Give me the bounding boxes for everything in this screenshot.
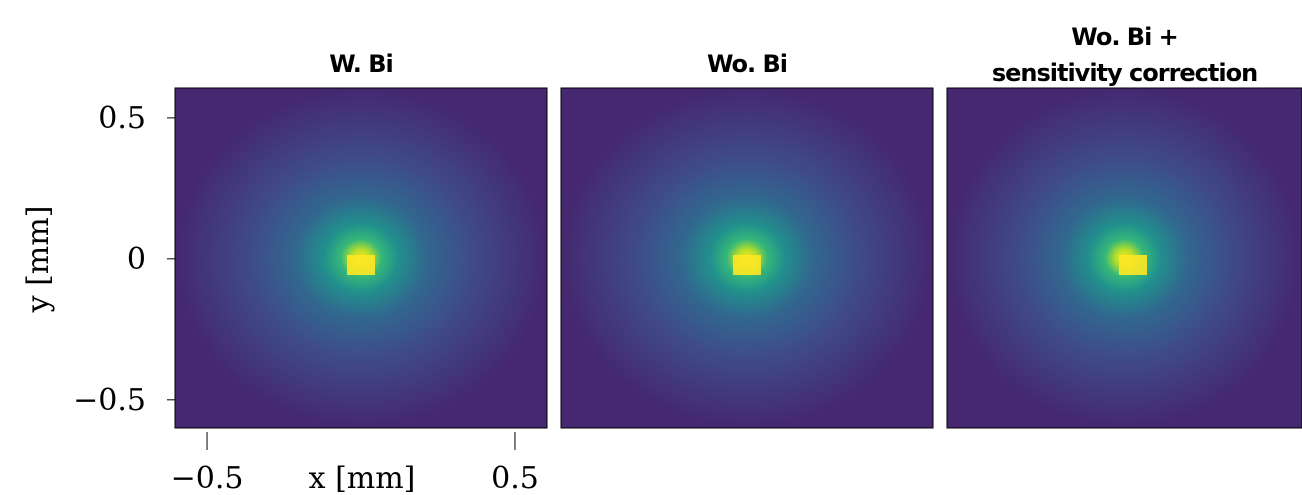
panel-frame — [560, 87, 934, 429]
y-tick-label: 0 — [127, 242, 146, 277]
heatmap-core — [347, 255, 375, 275]
x-axis-label: x [mm] — [309, 461, 416, 495]
panel-frame — [174, 87, 548, 429]
y-tick-label: 0.5 — [98, 101, 146, 136]
panel-title: Wo. Bi — [707, 50, 787, 78]
x-tick-label: −0.5 — [171, 461, 244, 495]
panel-title: Wo. Bi + — [1071, 23, 1178, 51]
heatmap-core — [733, 255, 761, 275]
y-axis-label: y [mm] — [21, 206, 56, 314]
panel-frame — [946, 87, 1302, 429]
y-tick-label: −0.5 — [73, 383, 146, 418]
x-tick-label: 0.5 — [491, 461, 539, 495]
panel-title: sensitivity correction — [992, 59, 1257, 87]
heatmap-core — [1119, 255, 1147, 275]
panel-title: W. Bi — [329, 50, 393, 78]
